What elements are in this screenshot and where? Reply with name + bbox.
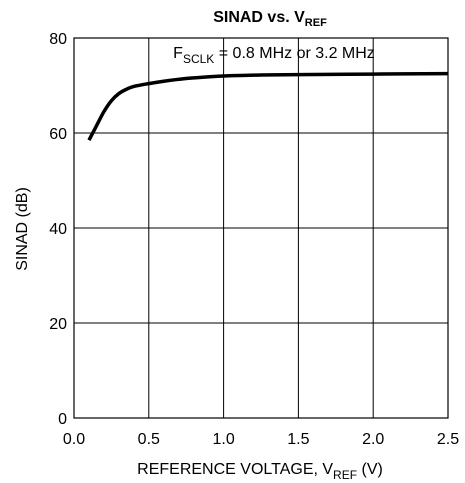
y-tick-label: 60 xyxy=(49,126,67,143)
y-tick-label: 80 xyxy=(49,31,67,48)
series-line xyxy=(87,71,449,141)
x-tick-label: 0.0 xyxy=(63,431,85,448)
x-tick-label: 2.0 xyxy=(362,431,384,448)
grid xyxy=(74,38,448,418)
y-axis-label: SINAD (dB) xyxy=(14,187,31,271)
x-tick-label: 0.5 xyxy=(138,431,160,448)
x-axis-label: REFERENCE VOLTAGE, VREF (V) xyxy=(137,461,383,482)
y-tick-label: 20 xyxy=(49,316,67,333)
x-tick-labels: 0.0 0.5 1.0 1.5 2.0 2.5 xyxy=(63,431,459,448)
x-tick-label: 1.5 xyxy=(287,431,309,448)
y-tick-labels: 0 20 40 60 80 xyxy=(49,31,67,428)
series xyxy=(87,71,449,141)
curve-annotation: FSCLK = 0.8 MHz or 3.2 MHz xyxy=(173,45,375,66)
x-tick-label: 2.5 xyxy=(437,431,459,448)
chart-title: SINAD vs. VREF xyxy=(213,9,327,29)
x-tick-label: 1.0 xyxy=(212,431,234,448)
y-tick-label: 40 xyxy=(49,221,67,238)
y-tick-label: 0 xyxy=(58,411,67,428)
plot-frame xyxy=(73,37,449,419)
